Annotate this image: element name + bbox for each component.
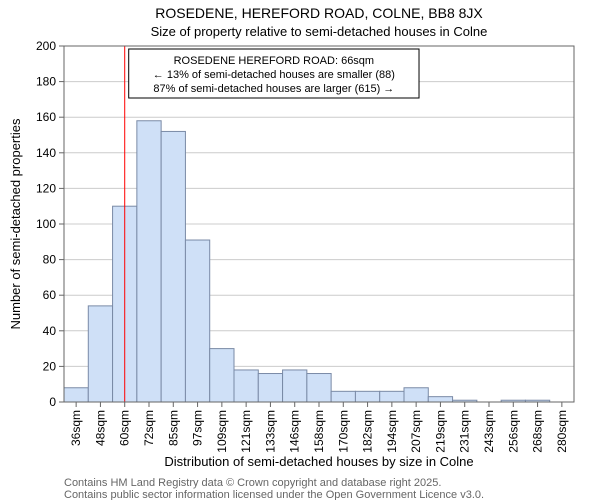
x-tick-label: 280sqm: [555, 410, 569, 453]
y-tick-label: 40: [43, 324, 57, 338]
y-tick-label: 0: [49, 395, 56, 409]
y-tick-label: 80: [43, 253, 57, 267]
footer-line2: Contains public sector information licen…: [64, 489, 484, 500]
x-tick-label: 109sqm: [215, 410, 229, 453]
chart-title-line2: Size of property relative to semi-detach…: [151, 24, 488, 39]
y-tick-label: 180: [36, 75, 56, 89]
histogram-bar: [404, 388, 428, 402]
histogram-bar: [210, 349, 234, 402]
x-tick-label: 158sqm: [312, 410, 326, 453]
histogram-bar: [428, 397, 452, 402]
histogram-bar: [331, 391, 355, 402]
x-tick-label: 121sqm: [239, 410, 253, 453]
x-tick-label: 72sqm: [142, 410, 156, 446]
histogram-bar: [355, 391, 379, 402]
histogram-bar: [64, 388, 88, 402]
x-tick-label: 85sqm: [166, 410, 180, 446]
x-tick-label: 231sqm: [458, 410, 472, 453]
x-tick-label: 60sqm: [118, 410, 132, 446]
histogram-bar: [307, 374, 331, 402]
y-tick-label: 120: [36, 181, 56, 195]
x-tick-label: 146sqm: [288, 410, 302, 453]
x-tick-label: 207sqm: [409, 410, 423, 453]
annotation-line: ROSEDENE HEREFORD ROAD: 66sqm: [174, 55, 374, 67]
y-tick-label: 20: [43, 359, 57, 373]
footer-line1: Contains HM Land Registry data © Crown c…: [64, 477, 441, 489]
y-tick-label: 160: [36, 110, 56, 124]
y-tick-label: 60: [43, 288, 57, 302]
chart-title-line1: ROSEDENE, HEREFORD ROAD, COLNE, BB8 8JX: [155, 5, 483, 21]
histogram-bar: [137, 121, 161, 402]
y-axis-label: Number of semi-detached properties: [8, 118, 23, 329]
histogram-bar: [380, 391, 404, 402]
x-tick-label: 182sqm: [361, 410, 375, 453]
x-tick-label: 219sqm: [433, 410, 447, 453]
histogram-bar: [88, 306, 112, 402]
x-tick-label: 97sqm: [191, 410, 205, 446]
histogram-bar: [161, 131, 185, 402]
histogram-bar: [234, 370, 258, 402]
x-tick-label: 256sqm: [506, 410, 520, 453]
histogram-bar: [185, 240, 209, 402]
x-tick-label: 36sqm: [69, 410, 83, 446]
y-tick-label: 140: [36, 146, 56, 160]
x-tick-label: 243sqm: [482, 410, 496, 453]
y-tick-label: 100: [36, 217, 56, 231]
y-tick-label: 200: [36, 39, 56, 53]
annotation-line: ← 13% of semi-detached houses are smalle…: [153, 69, 395, 81]
x-tick-label: 194sqm: [385, 410, 399, 453]
x-axis-label: Distribution of semi-detached houses by …: [164, 454, 473, 469]
x-tick-label: 170sqm: [336, 410, 350, 453]
histogram-bar: [258, 374, 282, 402]
x-tick-label: 268sqm: [531, 410, 545, 453]
annotation-line: 87% of semi-detached houses are larger (…: [153, 83, 394, 95]
histogram-bar: [283, 370, 307, 402]
x-tick-label: 133sqm: [263, 410, 277, 453]
x-tick-label: 48sqm: [93, 410, 107, 446]
